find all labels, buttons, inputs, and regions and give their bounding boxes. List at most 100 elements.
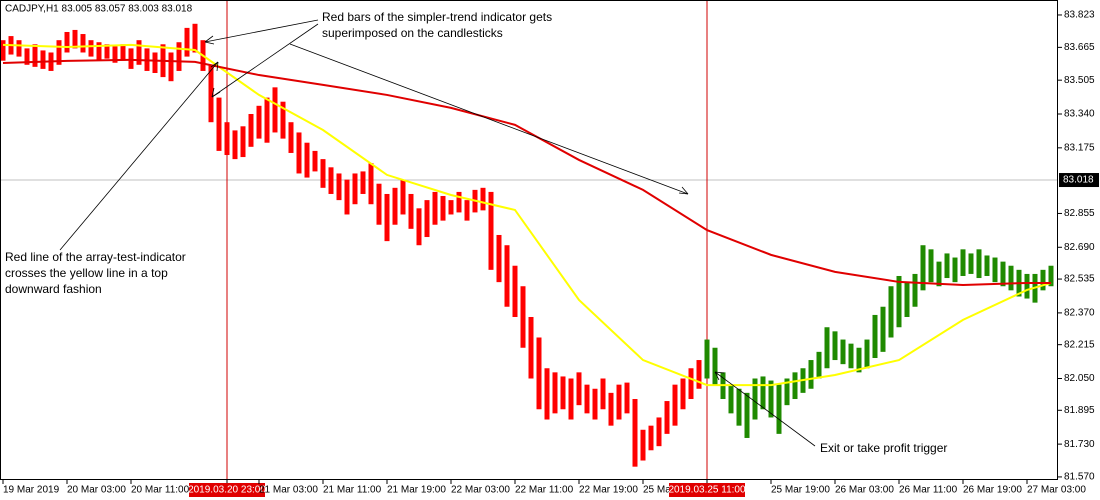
annotation: crosses the yellow line in a top (5, 266, 168, 280)
arrow-head (210, 61, 219, 72)
indicator-bar (0, 40, 6, 61)
indicator-bar (600, 378, 606, 410)
indicator-bar (176, 42, 182, 71)
indicator-bar (80, 34, 86, 53)
indicator-bar (880, 306, 886, 352)
arrow (204, 19, 319, 43)
x-tick-label: 20 Mar 03:00 (67, 485, 126, 496)
indicator-bar (504, 245, 510, 307)
indicator-bar (224, 122, 230, 156)
indicator-bar (640, 429, 646, 461)
indicator-bar (864, 339, 870, 369)
arrow-head (204, 35, 215, 45)
indicator-bar (984, 255, 990, 276)
arrow-head (678, 186, 689, 195)
indicator-bar (960, 249, 966, 276)
indicator-bar (328, 167, 334, 194)
indicator-bar (112, 46, 118, 63)
x-tick-label: 2019.03.25 11:00 (668, 485, 746, 496)
indicator-bar (88, 40, 94, 57)
indicator-bar (280, 101, 286, 139)
indicator-bar (840, 339, 846, 365)
indicator-bar (896, 275, 902, 328)
indicator-bar (232, 130, 238, 160)
indicator-bar (152, 52, 158, 73)
y-tick-label: 82.370 (1064, 308, 1095, 319)
indicator-bar (848, 343, 854, 369)
indicator-bar (584, 384, 590, 414)
indicator-bar (776, 384, 782, 434)
indicator-bar (928, 249, 934, 283)
indicator-bar (664, 401, 670, 434)
price-label: 83.018 (1063, 175, 1094, 186)
indicator-bar (520, 286, 526, 348)
indicator-bar (168, 52, 174, 82)
indicator-bar (624, 382, 630, 414)
indicator-bar (248, 114, 254, 147)
indicator-bar (832, 331, 838, 361)
y-tick-label: 81.730 (1064, 439, 1095, 450)
indicator-bar (336, 173, 342, 201)
indicator-bar (656, 417, 662, 447)
arrow (289, 43, 689, 195)
indicator-bar (616, 384, 622, 420)
price-label-box (1059, 173, 1099, 188)
indicator-bar (968, 253, 974, 274)
indicator-bar (296, 132, 302, 174)
x-tick-label: 20 Mar 11:00 (131, 485, 190, 496)
y-tick-label: 82.535 (1064, 274, 1095, 285)
indicator-bar (1008, 265, 1014, 291)
indicator-bar (416, 208, 422, 246)
indicator-bar (512, 265, 518, 317)
indicator-bar (576, 372, 582, 406)
indicator-bar (704, 339, 710, 379)
indicator-bar (816, 351, 822, 379)
y-tick-label: 83.823 (1064, 10, 1095, 21)
indicator-bar (608, 392, 614, 426)
indicator-bar (592, 388, 598, 420)
indicator-bar (1024, 273, 1030, 299)
indicator-bar (552, 372, 558, 414)
x-tick-label: 27 Mar 03:00 (1027, 485, 1086, 496)
indicator-bar (808, 360, 814, 389)
annotation: superimposed on the candlesticks (322, 26, 503, 40)
chart-title: CADJPY,H1 83.005 83.057 83.003 83.018 (5, 4, 193, 15)
indicator-bar (744, 392, 750, 438)
x-tick-label: 21 Mar 03:00 (259, 485, 318, 496)
indicator-bar (792, 372, 798, 400)
indicator-bar (888, 286, 894, 338)
indicator-bar (424, 200, 430, 238)
arrow-head (714, 371, 725, 381)
arrow (59, 61, 219, 251)
indicator-bar (72, 29, 78, 49)
indicator-bar (216, 97, 222, 151)
indicator-bar (752, 378, 758, 420)
y-tick-label: 82.690 (1064, 242, 1095, 253)
indicator-bar (304, 142, 310, 178)
indicator-bar (1048, 265, 1054, 287)
annotation: downward fashion (5, 282, 102, 296)
indicator-bar (208, 64, 214, 123)
indicator-bar (712, 347, 718, 385)
indicator-bar (728, 384, 734, 414)
x-tick-label: 25 Mar 19:00 (771, 485, 830, 496)
indicator-bar (392, 187, 398, 225)
y-tick-label: 81.895 (1064, 405, 1095, 416)
y-tick-label: 83.340 (1064, 109, 1095, 120)
indicator-bar (672, 384, 678, 426)
indicator-bar (256, 105, 262, 139)
indicator-bar (1040, 269, 1046, 291)
indicator-bar (872, 314, 878, 359)
indicator-bar (544, 368, 550, 420)
indicator-bar (320, 159, 326, 188)
plot-border (0, 0, 1058, 480)
indicator-bar (136, 40, 142, 65)
indicator-bar (1000, 261, 1006, 287)
arrows (59, 19, 816, 447)
indicator-bar (464, 200, 470, 221)
indicator-bar (56, 40, 62, 65)
indicator-bar (408, 193, 414, 229)
x-tick-label: 22 Mar 19:00 (579, 485, 638, 496)
